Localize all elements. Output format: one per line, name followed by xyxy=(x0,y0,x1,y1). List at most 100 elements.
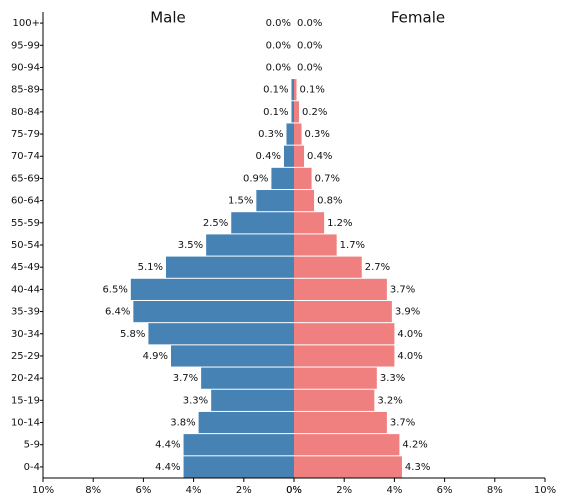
y-tick-label: 90-94 xyxy=(11,62,40,73)
x-tick-label: 2% xyxy=(236,485,252,496)
y-tick-label: 45-49 xyxy=(11,262,40,273)
bar xyxy=(294,411,387,434)
x-tick-label: 10% xyxy=(534,485,556,496)
y-tick-label: 85-89 xyxy=(11,85,40,96)
y-tick-label: 80-84 xyxy=(11,107,40,118)
y-tick-label: 25-29 xyxy=(11,351,40,362)
value-label: 0.1% xyxy=(263,85,288,96)
value-label: 0.4% xyxy=(256,151,281,162)
bar xyxy=(294,434,400,456)
x-tick-label: 4% xyxy=(186,485,202,496)
value-label: 3.8% xyxy=(170,418,195,429)
y-tick-label: 10-14 xyxy=(11,418,40,429)
bar xyxy=(133,300,294,323)
value-label: 0.0% xyxy=(297,18,322,29)
bar xyxy=(283,145,294,167)
value-label: 3.7% xyxy=(390,284,415,295)
value-label: 0.9% xyxy=(243,173,268,184)
value-label: 4.2% xyxy=(402,440,427,451)
bar xyxy=(130,278,294,300)
value-label: 0.4% xyxy=(307,151,332,162)
bar xyxy=(206,234,294,256)
value-label: 0.0% xyxy=(297,62,322,73)
y-tick-label: 30-34 xyxy=(11,329,40,340)
y-tick-label: 35-39 xyxy=(11,307,40,318)
female-title: Female xyxy=(391,9,445,27)
bar xyxy=(165,256,294,278)
value-label: 5.1% xyxy=(138,262,163,273)
y-tick-label: 65-69 xyxy=(11,173,40,184)
bar xyxy=(294,367,377,389)
value-label: 0.3% xyxy=(305,129,330,140)
y-tick-label: 70-74 xyxy=(11,151,40,162)
value-label: 4.9% xyxy=(143,351,168,362)
y-tick-label: 15-19 xyxy=(11,395,40,406)
value-label: 3.3% xyxy=(380,373,405,384)
bar xyxy=(294,145,305,167)
value-label: 3.2% xyxy=(377,395,402,406)
value-label: 0.8% xyxy=(317,196,342,207)
bar xyxy=(294,212,325,234)
y-tick-label: 0-4 xyxy=(24,462,40,473)
y-tick-label: 60-64 xyxy=(11,196,40,207)
value-label: 1.5% xyxy=(228,196,253,207)
y-tick-label: 100+ xyxy=(13,18,40,29)
bar xyxy=(201,367,294,389)
value-label: 0.1% xyxy=(300,85,325,96)
x-tick-label: 10% xyxy=(32,485,54,496)
bar xyxy=(294,345,395,367)
x-tick-label: 4% xyxy=(386,485,402,496)
value-label: 3.3% xyxy=(183,395,208,406)
bar xyxy=(198,411,294,434)
value-label: 4.0% xyxy=(397,351,422,362)
bar xyxy=(294,456,402,478)
value-label: 0.0% xyxy=(297,40,322,51)
value-label: 0.1% xyxy=(263,107,288,118)
y-tick-label: 40-44 xyxy=(11,284,40,295)
x-tick-label: 0% xyxy=(286,485,302,496)
value-label: 0.0% xyxy=(266,62,291,73)
value-label: 4.4% xyxy=(155,462,180,473)
value-label: 5.8% xyxy=(120,329,145,340)
x-tick-label: 6% xyxy=(135,485,151,496)
x-tick-label: 2% xyxy=(336,485,352,496)
value-label: 0.2% xyxy=(302,107,327,118)
y-tick-label: 95-99 xyxy=(11,40,40,51)
y-tick-label: 5-9 xyxy=(24,440,40,451)
bar xyxy=(294,79,297,101)
value-label: 1.7% xyxy=(340,240,365,251)
value-label: 6.4% xyxy=(105,307,130,318)
bar xyxy=(211,389,294,411)
bar xyxy=(183,434,294,456)
bar xyxy=(286,123,294,145)
value-label: 0.0% xyxy=(266,18,291,29)
bar xyxy=(294,278,387,300)
bar xyxy=(294,190,315,212)
value-label: 3.9% xyxy=(395,307,420,318)
bar xyxy=(294,389,375,411)
value-label: 0.0% xyxy=(266,40,291,51)
value-label: 2.7% xyxy=(365,262,390,273)
x-tick-label: 8% xyxy=(487,485,503,496)
value-label: 4.4% xyxy=(155,440,180,451)
bar xyxy=(294,101,300,123)
y-tick-label: 75-79 xyxy=(11,129,40,140)
value-label: 3.5% xyxy=(178,240,203,251)
x-tick-label: 8% xyxy=(85,485,101,496)
value-label: 2.5% xyxy=(203,218,228,229)
bar xyxy=(148,323,294,345)
bar xyxy=(294,234,337,256)
value-label: 1.2% xyxy=(327,218,352,229)
bar xyxy=(294,300,392,323)
y-tick-label: 50-54 xyxy=(11,240,40,251)
bar xyxy=(294,167,312,190)
bar xyxy=(294,323,395,345)
male-title: Male xyxy=(150,9,186,27)
bar xyxy=(171,345,294,367)
bar xyxy=(231,212,294,234)
x-tick-label: 6% xyxy=(437,485,453,496)
bar xyxy=(291,79,294,101)
y-tick-label: 55-59 xyxy=(11,218,40,229)
value-label: 0.3% xyxy=(258,129,283,140)
